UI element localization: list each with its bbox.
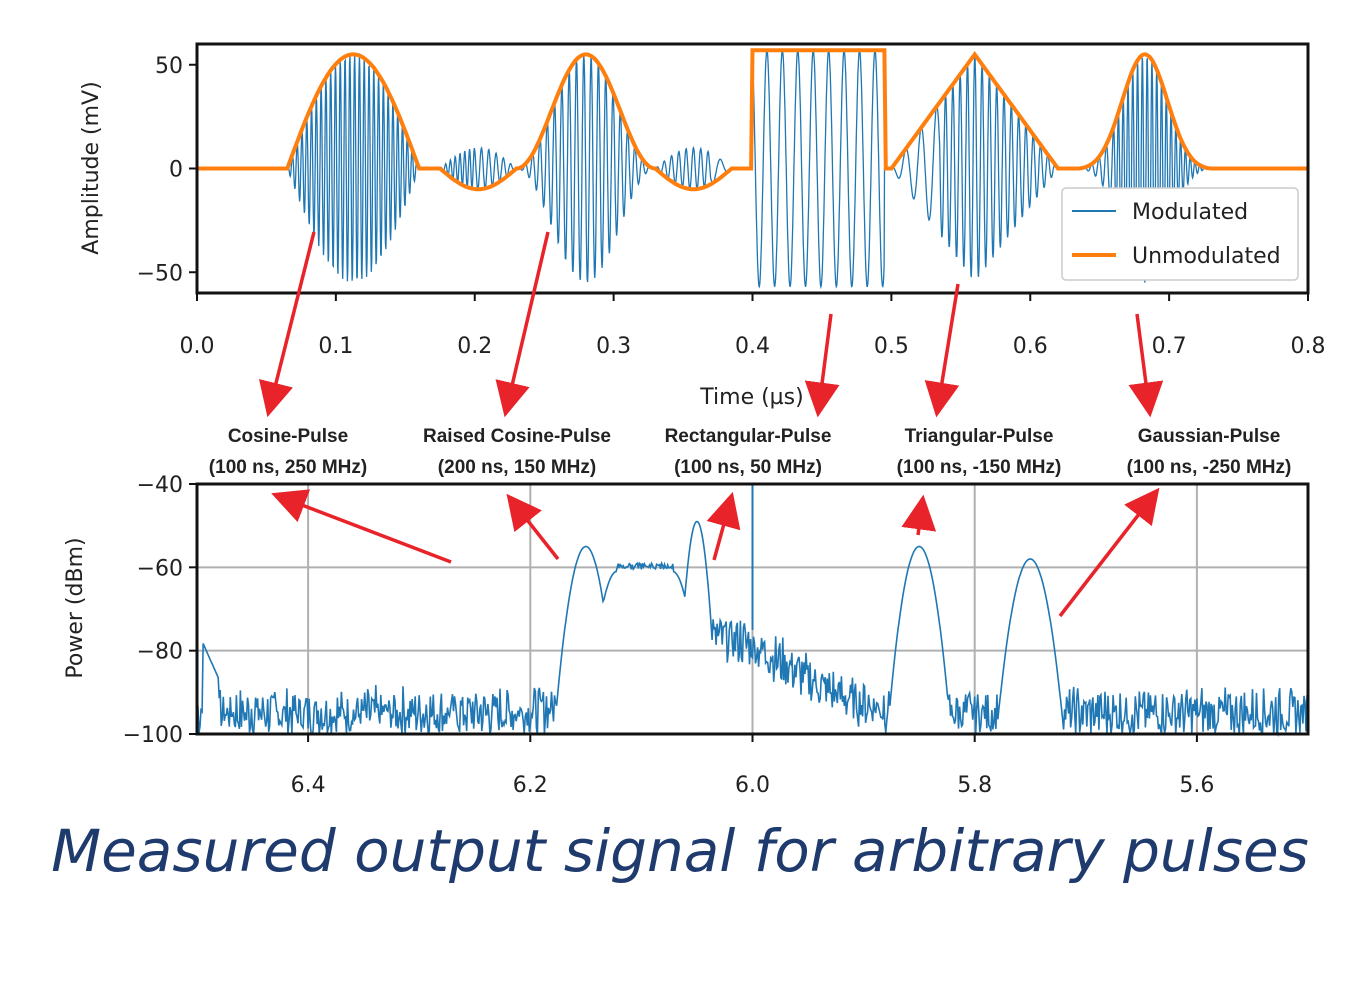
- annotation-gaussian-params: (100 ns, -250 MHz): [1127, 457, 1292, 478]
- bottom-frame: [195, 482, 1310, 736]
- arrow-raised-cosine-top: [495, 231, 550, 418]
- arrow-raised-cosine-bottom: [506, 493, 560, 561]
- top-xtick-label: 0.4: [735, 334, 770, 359]
- legend-unmodulated-label: Unmodulated: [1132, 244, 1281, 269]
- caption: Measured output signal for arbitrary pul…: [51, 817, 1309, 885]
- spectrum-chart: Power (dBm) −40 −60 −80 −100 6.4 6.2 6.0 5.8 5.…: [63, 473, 1310, 798]
- annotation-raised-cosine-title: Raised Cosine-Pulse: [423, 426, 611, 447]
- annotation-raised-cosine-params: (200 ns, 150 MHz): [438, 457, 596, 478]
- arrows: [259, 231, 1164, 618]
- top-ytick-label: 0: [169, 158, 183, 183]
- top-xtick-label: 0.7: [1152, 334, 1187, 359]
- figure: Amplitude (mV) Time (µs) 50 0 −50 0.0 0.1 0.…: [63, 42, 1326, 798]
- bottom-ytick-label: −80: [137, 640, 183, 665]
- bottom-ytick-label: −40: [137, 473, 183, 498]
- arrow-rectangular-top: [804, 313, 840, 418]
- top-ylabel: Amplitude (mV): [79, 81, 104, 254]
- annotation-rectangular-title: Rectangular-Pulse: [665, 426, 832, 447]
- annotation-cosine-params: (100 ns, 250 MHz): [209, 457, 367, 478]
- unmodulated-series: [197, 48, 1308, 192]
- bottom-xtick-label: 5.8: [957, 773, 992, 798]
- annotation-gaussian-title: Gaussian-Pulse: [1138, 426, 1281, 447]
- bottom-ytick-label: −60: [137, 556, 183, 581]
- legend: Modulated Unmodulated: [1061, 187, 1299, 281]
- spectrum-series: [196, 520, 1309, 738]
- bottom-xtick-label: 6.2: [513, 773, 548, 798]
- bottom-xtick-label: 6.4: [291, 773, 326, 798]
- arrow-triangular-top: [924, 283, 960, 418]
- annotation-cosine-title: Cosine-Pulse: [228, 426, 348, 447]
- annotation-rectangular-params: (100 ns, 50 MHz): [674, 457, 822, 478]
- arrow-gaussian-top: [1128, 313, 1164, 418]
- top-xtick-label: 0.3: [596, 334, 631, 359]
- bottom-ytick-label: −100: [123, 723, 183, 748]
- top-xtick-label: 0.8: [1291, 334, 1326, 359]
- legend-box: [1061, 187, 1299, 281]
- bottom-xtick-label: 5.6: [1179, 773, 1214, 798]
- top-frame: [195, 42, 1310, 295]
- top-ytick-label: 50: [155, 54, 183, 79]
- arrow-triangular-bottom: [901, 494, 937, 536]
- time-domain-chart: Amplitude (mV) Time (µs) 50 0 −50 0.0 0.1 0.…: [79, 42, 1326, 410]
- top-xlabel: Time (µs): [699, 385, 803, 410]
- top-xtick-label: 0.2: [457, 334, 492, 359]
- annotation-triangular-title: Triangular-Pulse: [905, 426, 1054, 447]
- top-xtick-label: 0.6: [1013, 334, 1048, 359]
- bottom-xtick-label: 6.0: [735, 773, 770, 798]
- top-xtick-label: 0.0: [180, 334, 215, 359]
- top-ytick-label: −50: [137, 261, 183, 286]
- annotations: Cosine-Pulse (100 ns, 250 MHz) Raised Co…: [209, 426, 1292, 478]
- arrow-gaussian-bottom: [1058, 487, 1160, 618]
- top-xtick-label: 0.5: [874, 334, 909, 359]
- arrow-cosine-bottom: [271, 489, 452, 564]
- top-xtick-label: 0.1: [318, 334, 353, 359]
- annotation-triangular-params: (100 ns, -150 MHz): [897, 457, 1062, 478]
- bottom-ylabel: Power (dBm): [63, 537, 88, 678]
- legend-modulated-label: Modulated: [1132, 200, 1248, 225]
- arrow-cosine-top: [259, 231, 316, 418]
- arrow-rectangular-bottom: [706, 491, 741, 561]
